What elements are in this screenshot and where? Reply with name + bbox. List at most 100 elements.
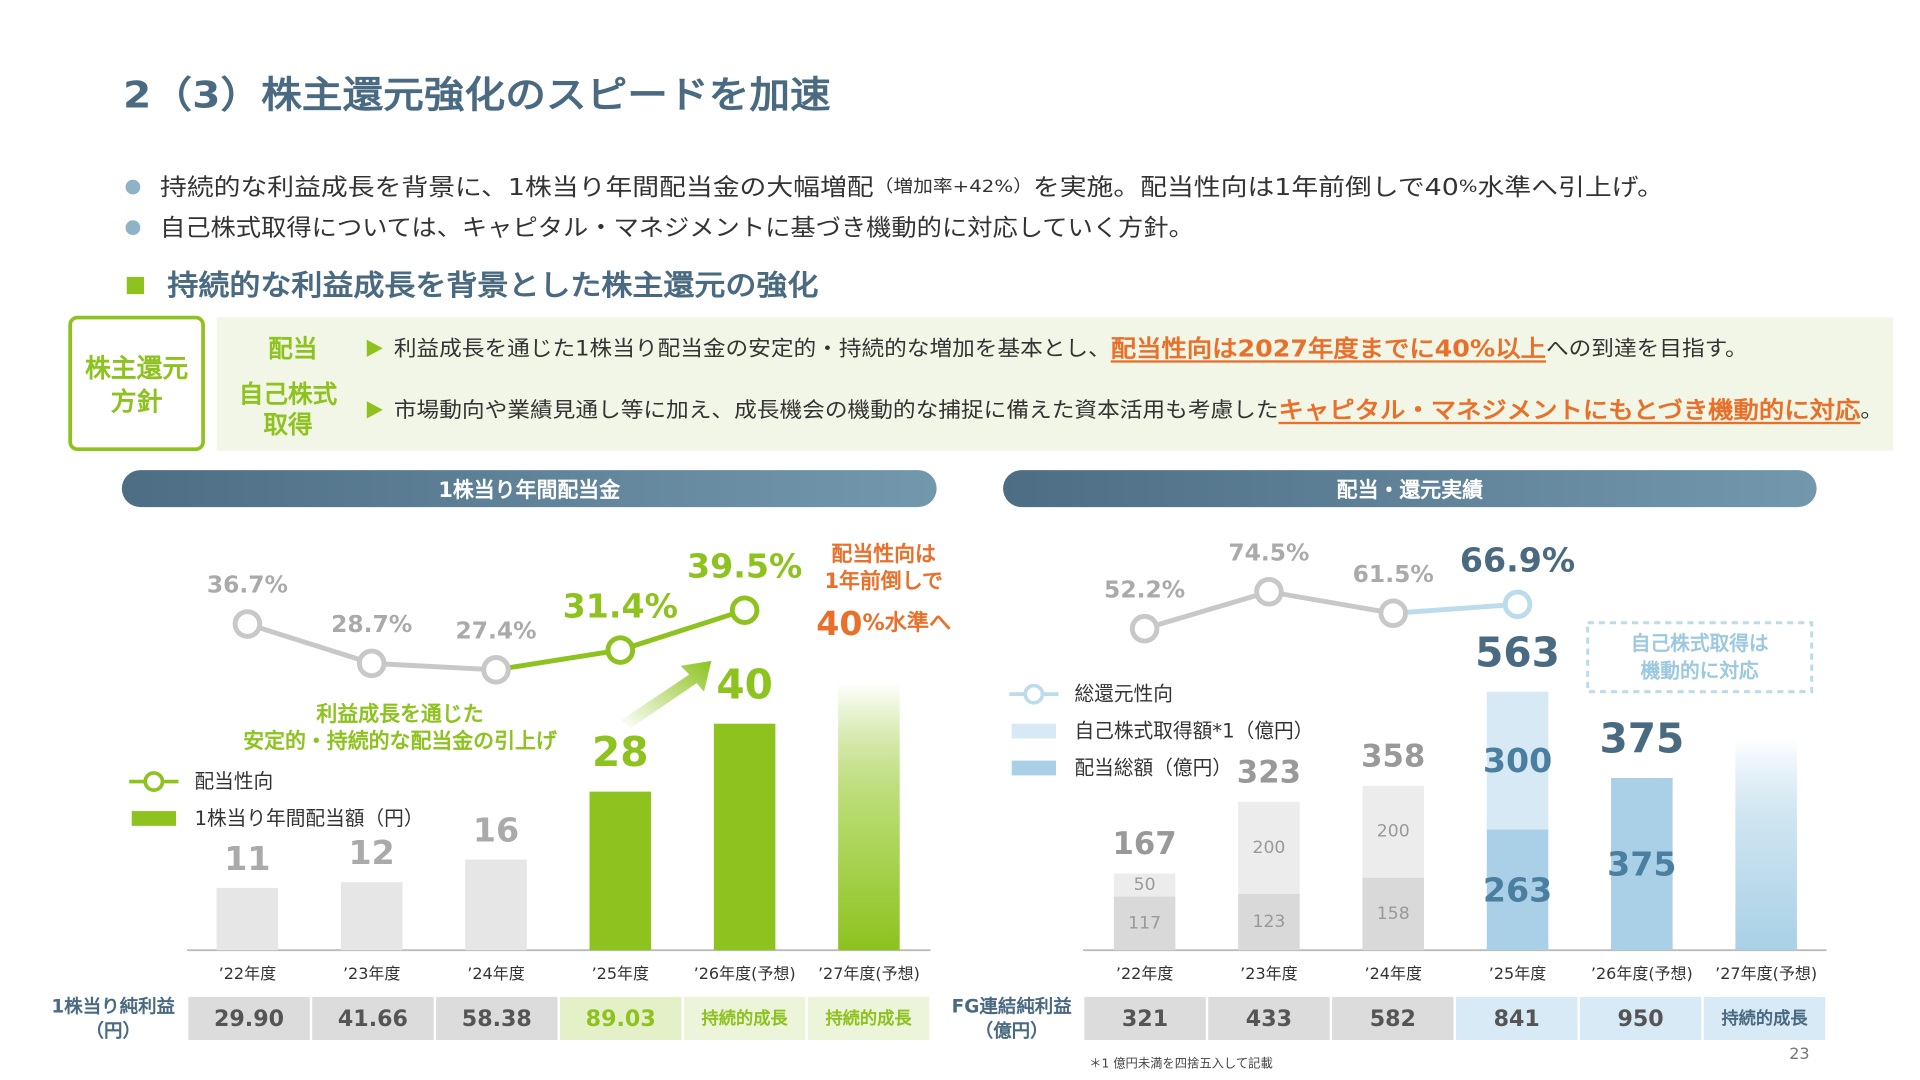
point-label: 28.7% (331, 610, 412, 638)
page-number: 23 (1789, 1044, 1809, 1063)
table-value: 950 (1618, 1006, 1664, 1032)
chart-title: 1株当り年間配当金 (438, 478, 621, 502)
total-label: 323 (1237, 754, 1301, 790)
table-label: FG連結純利益 (952, 995, 1072, 1017)
table-value: 89.03 (586, 1006, 656, 1032)
text: 40 (816, 603, 862, 642)
bar-label: 11 (224, 839, 270, 878)
line-segment (246, 621, 373, 666)
line-point (1378, 598, 1408, 629)
annotation: 安定的・持続的な配当金の引上げ (243, 729, 557, 753)
bullet-dot (125, 179, 141, 195)
x-tick-label: ’27年度(予想) (818, 964, 920, 983)
x-tick-label: ’24年度 (467, 964, 524, 983)
point-label: 74.5% (1228, 538, 1309, 566)
segment-label: 158 (1377, 904, 1410, 924)
text: 市場動向や業績見通し等に加え、成長機会の機動的な捕捉に備えた資本活用も考慮した (394, 398, 1279, 422)
policy-row-label: 取得 (263, 410, 312, 439)
table-label: 1株当り純利益 (51, 995, 175, 1017)
table-cell (1332, 996, 1454, 1040)
table-value: 持続的成長 (702, 1008, 789, 1029)
line-point (1502, 589, 1533, 620)
table-value: 持続的成長 (825, 1008, 912, 1029)
x-tick-label: ’26年度(予想) (694, 964, 796, 983)
bar (216, 887, 279, 951)
x-tick-label: ’26年度(予想) (1591, 964, 1693, 983)
table-cell (312, 996, 434, 1040)
annotation: 配当性向は (831, 542, 936, 566)
total-label: 358 (1361, 738, 1425, 774)
table-cell (188, 996, 310, 1040)
table-value: 582 (1370, 1006, 1416, 1032)
legend-swatch (1011, 723, 1056, 739)
section-title: 持続的な利益成長を背景とした株主還元の強化 (167, 269, 818, 302)
table-cell (1456, 996, 1578, 1040)
annotation-box (1586, 621, 1814, 694)
annotation: 1年前倒しで (824, 569, 942, 593)
bar-label: 40 (716, 660, 773, 708)
table-cell (560, 996, 682, 1040)
line-segment (1268, 589, 1394, 616)
table-value: 29.90 (214, 1006, 284, 1032)
table-cell (807, 996, 930, 1040)
forecast-bar (838, 683, 900, 951)
policy-label-box (68, 315, 205, 452)
bar (1362, 877, 1424, 951)
line-segment (1393, 601, 1518, 616)
segment-label: 300 (1483, 741, 1552, 780)
bar (1611, 778, 1673, 951)
table-value: 433 (1246, 1006, 1292, 1032)
section-marker (126, 276, 144, 295)
table-cell (436, 996, 558, 1040)
point-label: 31.4% (563, 586, 678, 625)
forecast-bar (1735, 738, 1797, 951)
segment-label: 200 (1252, 838, 1285, 858)
point-label: 36.7% (207, 571, 288, 599)
bullet: 自己株式取得については、キャピタル・マネジメントに基づき機動的に対応していく方針… (160, 214, 1194, 242)
bar (713, 723, 776, 951)
bar (1113, 873, 1176, 897)
segment-label: 375 (1607, 845, 1676, 884)
text: 。 (1860, 398, 1883, 422)
line-point (481, 655, 511, 685)
legend-label: 総還元性向 (1074, 683, 1172, 706)
segment-label: 117 (1128, 913, 1161, 933)
policy-text: 利益成長を通じた1株当り配当金の安定的・持続的な増加を基本とし、 配当性向は202… (394, 334, 1748, 362)
segment-label: 263 (1483, 870, 1552, 909)
table-cell (1579, 996, 1702, 1040)
line-segment (619, 607, 746, 653)
point-label: 39.5% (687, 546, 802, 585)
bar (1113, 896, 1176, 951)
highlight: 配当性向は2027年度までに40%以上 (1111, 334, 1546, 362)
highlight: キャピタル・マネジメントにもとづき機動的に対応 (1279, 396, 1862, 424)
table-value: 持続的成長 (1721, 1008, 1808, 1029)
table-cell (1084, 996, 1206, 1040)
x-tick-label: ’23年度 (1240, 964, 1297, 983)
legend-swatch (1011, 760, 1056, 776)
line-segment (1143, 589, 1270, 632)
segment-label: 50 (1134, 875, 1156, 895)
annotation: 機動的に対応 (1641, 659, 1759, 682)
policy-bg (216, 317, 1893, 451)
table-value: 58.38 (462, 1006, 532, 1032)
bullet-dot (125, 220, 141, 236)
total-label: 375 (1599, 715, 1684, 763)
footnote: ＊1 億円未満を四捨五入して記載 (1089, 1055, 1273, 1070)
line-point (729, 595, 760, 625)
bullet: 持続的な利益成長を背景に、1株当り年間配当金の大幅増配 （増加率+42%） を実施。… (160, 173, 1664, 201)
chart-title: 配当・還元実績 (1337, 478, 1483, 502)
policy-row-label: 配当 (268, 334, 317, 363)
legend-label: 配当性向 (194, 770, 273, 793)
line-point (605, 635, 636, 665)
bar-label: 12 (349, 833, 395, 872)
policy-label: 株主還元 (85, 354, 188, 384)
x-tick-label: ’23年度 (343, 964, 400, 983)
x-tick-label: ’24年度 (1365, 964, 1422, 983)
legend-label: 自己株式取得額*1（億円） (1074, 720, 1313, 743)
text: %水準へ (863, 610, 952, 636)
policy-text: 市場動向や業績見通し等に加え、成長機会の機動的な捕捉に備えた資本活用も考慮したキ… (394, 396, 1883, 424)
row-arrow (366, 339, 383, 357)
legend-label: 1株当り年間配当額（円） (194, 807, 423, 830)
annotation: 利益成長を通じた (316, 702, 483, 726)
